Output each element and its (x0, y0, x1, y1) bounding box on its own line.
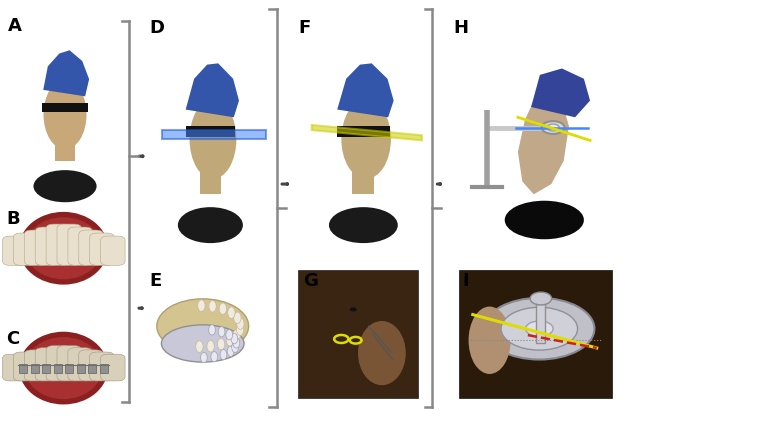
Ellipse shape (196, 341, 203, 352)
Ellipse shape (530, 292, 552, 305)
Text: A: A (8, 17, 21, 35)
FancyBboxPatch shape (14, 352, 37, 381)
Text: C: C (6, 330, 19, 348)
FancyBboxPatch shape (68, 348, 93, 381)
FancyBboxPatch shape (353, 169, 374, 194)
FancyBboxPatch shape (186, 126, 235, 137)
Text: B: B (6, 210, 20, 228)
FancyBboxPatch shape (459, 270, 612, 398)
Polygon shape (311, 125, 422, 140)
Ellipse shape (226, 330, 233, 340)
Polygon shape (161, 130, 265, 139)
FancyBboxPatch shape (46, 346, 70, 381)
Text: D: D (149, 19, 164, 37)
FancyBboxPatch shape (76, 364, 85, 373)
Ellipse shape (24, 217, 103, 279)
FancyBboxPatch shape (337, 126, 389, 137)
FancyBboxPatch shape (46, 224, 70, 265)
Text: H: H (453, 19, 468, 37)
Ellipse shape (231, 333, 238, 344)
Ellipse shape (234, 312, 241, 324)
Polygon shape (186, 63, 239, 117)
Ellipse shape (19, 212, 108, 285)
Circle shape (526, 321, 553, 336)
Ellipse shape (233, 338, 239, 348)
Ellipse shape (177, 207, 243, 243)
Circle shape (542, 121, 565, 134)
FancyBboxPatch shape (14, 233, 37, 265)
Ellipse shape (505, 201, 584, 239)
Polygon shape (337, 63, 394, 117)
Ellipse shape (329, 207, 398, 243)
FancyBboxPatch shape (35, 348, 60, 381)
Ellipse shape (227, 346, 234, 357)
FancyBboxPatch shape (65, 364, 73, 373)
Ellipse shape (24, 337, 103, 399)
FancyBboxPatch shape (298, 270, 418, 398)
FancyBboxPatch shape (19, 364, 28, 373)
Ellipse shape (211, 352, 217, 362)
FancyBboxPatch shape (42, 103, 88, 113)
FancyBboxPatch shape (99, 364, 108, 373)
Text: E: E (149, 272, 161, 290)
Ellipse shape (468, 306, 510, 374)
FancyBboxPatch shape (24, 230, 49, 265)
FancyBboxPatch shape (31, 364, 39, 373)
FancyBboxPatch shape (536, 299, 545, 343)
FancyBboxPatch shape (2, 236, 27, 265)
FancyBboxPatch shape (35, 227, 60, 265)
Ellipse shape (161, 325, 244, 362)
FancyBboxPatch shape (100, 354, 125, 381)
Ellipse shape (228, 307, 235, 318)
Ellipse shape (233, 330, 240, 341)
FancyBboxPatch shape (24, 350, 49, 381)
Ellipse shape (236, 318, 244, 330)
FancyBboxPatch shape (54, 364, 62, 373)
Ellipse shape (220, 350, 226, 360)
Ellipse shape (218, 327, 225, 337)
Ellipse shape (197, 300, 205, 312)
FancyBboxPatch shape (200, 169, 221, 194)
Circle shape (484, 298, 594, 360)
FancyBboxPatch shape (57, 224, 82, 265)
Ellipse shape (19, 332, 108, 404)
FancyBboxPatch shape (57, 346, 82, 381)
Circle shape (350, 307, 356, 312)
Ellipse shape (236, 324, 244, 336)
Text: I: I (463, 272, 470, 290)
Ellipse shape (232, 342, 239, 353)
FancyBboxPatch shape (88, 364, 96, 373)
FancyBboxPatch shape (90, 233, 114, 265)
Circle shape (501, 307, 578, 350)
Ellipse shape (226, 335, 233, 346)
Ellipse shape (207, 340, 214, 352)
Ellipse shape (358, 321, 405, 385)
Polygon shape (43, 51, 89, 96)
Ellipse shape (200, 352, 207, 363)
Text: G: G (303, 272, 317, 290)
Ellipse shape (190, 99, 236, 179)
Ellipse shape (44, 80, 86, 149)
Text: F: F (298, 19, 311, 37)
FancyBboxPatch shape (79, 350, 103, 381)
Circle shape (547, 124, 559, 131)
FancyBboxPatch shape (90, 352, 114, 381)
FancyBboxPatch shape (2, 354, 27, 381)
Ellipse shape (217, 338, 225, 350)
Ellipse shape (209, 325, 216, 335)
FancyBboxPatch shape (100, 236, 125, 265)
Polygon shape (518, 88, 569, 194)
FancyBboxPatch shape (55, 137, 75, 160)
FancyBboxPatch shape (42, 364, 50, 373)
FancyBboxPatch shape (68, 227, 93, 265)
Ellipse shape (157, 299, 249, 354)
Ellipse shape (341, 99, 391, 179)
FancyBboxPatch shape (79, 230, 103, 265)
Ellipse shape (219, 303, 226, 315)
Polygon shape (531, 68, 590, 117)
Ellipse shape (34, 170, 96, 202)
Ellipse shape (209, 300, 216, 312)
